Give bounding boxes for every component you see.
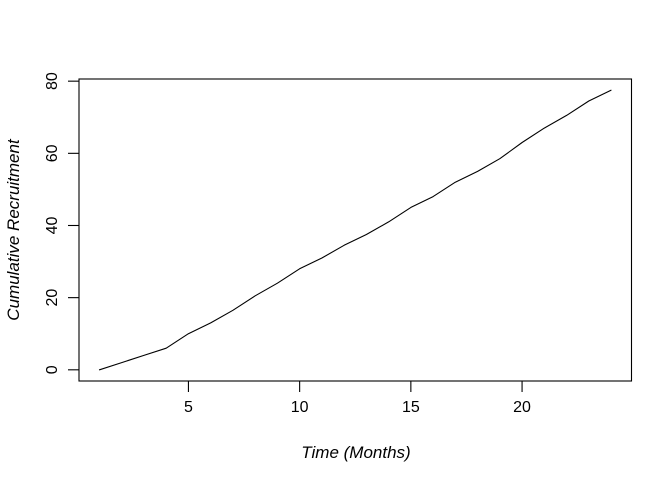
x-tick-label: 10 (291, 399, 309, 416)
x-tick-label: 15 (402, 399, 420, 416)
y-tick-label: 40 (44, 216, 61, 234)
y-tick-label: 20 (44, 289, 61, 307)
x-tick-label: 5 (184, 399, 193, 416)
y-tick-label: 60 (44, 144, 61, 162)
cumulative-recruitment-line (98, 89, 612, 371)
x-axis-title: Time (Months) (301, 443, 410, 462)
y-tick-label: 80 (44, 72, 61, 90)
y-axis-title: Cumulative Recruitment (4, 138, 23, 321)
plot-border (78, 78, 633, 382)
plot-area: 5 10 15 20 0 20 40 60 80 (44, 72, 633, 416)
x-tick-label: 20 (513, 399, 531, 416)
y-tick-label: 0 (44, 365, 61, 374)
